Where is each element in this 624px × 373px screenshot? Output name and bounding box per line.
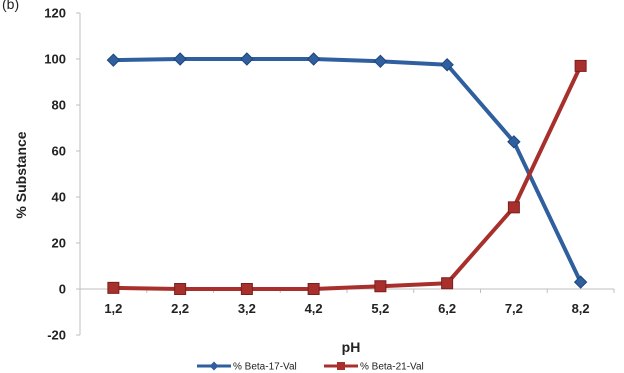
data-point [107,281,120,294]
data-point [440,58,454,72]
data-point [507,201,520,214]
x-tick-label: 6,2 [438,301,456,316]
x-tick-label: 4,2 [305,301,323,316]
y-tick-label: 120 [44,6,66,21]
y-tick-label: 20 [52,236,66,251]
legend-label: % Beta-21-Val [360,362,424,373]
data-point [373,54,388,69]
data-point [307,283,320,295]
x-tick-label: 1,2 [104,301,122,316]
legend-marker [209,361,219,371]
y-tick-label: 0 [59,282,66,297]
legend-label: % Beta-17-Val [233,362,297,373]
legend: % Beta-17-Val % Beta-21-Val [197,361,424,373]
y-tick-label: 80 [52,98,66,113]
x-tick-label: 8,2 [572,301,590,316]
x-tick-label: 3,2 [238,301,256,316]
panel-label: (b) [2,0,19,12]
y-tick-label: 100 [44,52,66,67]
data-point [240,283,253,295]
data-point [374,280,387,293]
legend-item: % Beta-21-Val [324,362,424,373]
x-axis-title: pH [342,339,361,355]
x-tick-label: 2,2 [171,301,189,316]
data-point [106,53,121,67]
x-tick-label: 5,2 [371,301,389,316]
y-tick-label: 40 [52,190,66,205]
y-tick-label: -20 [47,328,66,343]
y-tick-label: 60 [52,144,66,159]
series-line [113,57,583,283]
data-point [173,52,187,66]
data-point [574,59,587,72]
data-point [240,52,254,66]
legend-item: % Beta-17-Val [197,361,297,373]
y-axis-ticks: -20 0 20 40 60 80 100 120 [44,6,80,343]
data-point [174,283,187,295]
legend-marker [337,362,345,370]
data-point [306,52,321,66]
x-axis-ticks: 1,2 2,2 3,2 4,2 5,2 6,2 7,2 8,2 [79,289,615,316]
y-axis-title: % Substance [13,131,29,218]
data-point [573,275,588,289]
series-1 [106,52,588,289]
series-layer [106,52,588,295]
data-point [441,277,454,290]
series-2 [107,59,587,295]
series-line [113,65,583,291]
x-tick-label: 7,2 [505,301,523,316]
data-point [507,135,521,149]
